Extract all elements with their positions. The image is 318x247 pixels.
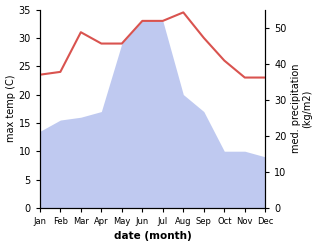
X-axis label: date (month): date (month) <box>114 231 191 242</box>
Y-axis label: med. precipitation
(kg/m2): med. precipitation (kg/m2) <box>291 64 313 153</box>
Y-axis label: max temp (C): max temp (C) <box>5 75 16 143</box>
